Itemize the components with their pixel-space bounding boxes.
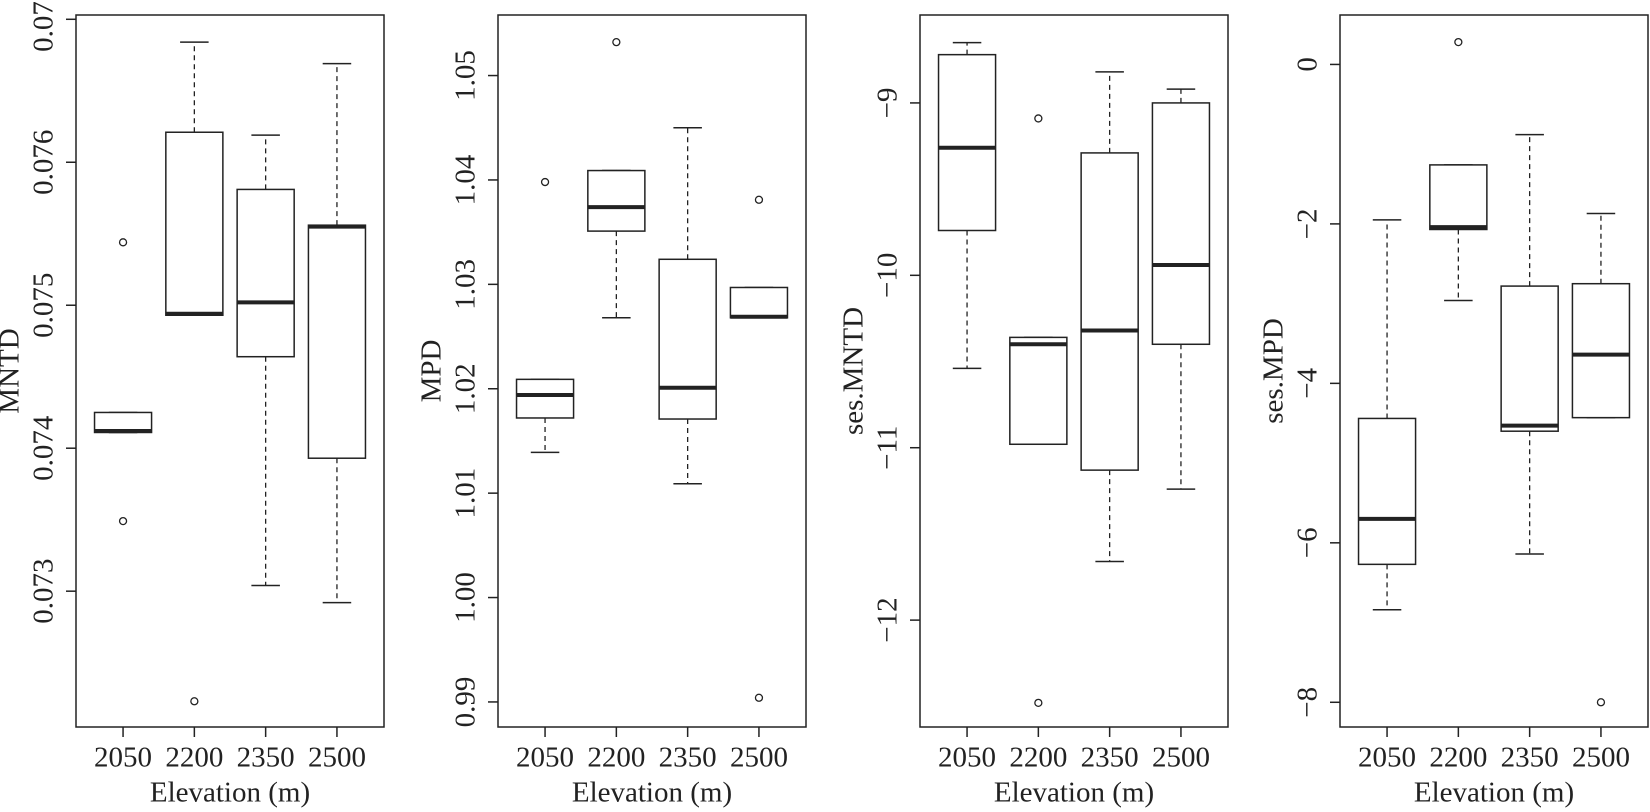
plot-frame — [919, 14, 1229, 728]
plot-frame — [1339, 14, 1649, 728]
x-tick-label: 2050 — [1358, 742, 1416, 774]
x-axis-label: Elevation (m) — [150, 777, 310, 809]
y-tick-label: 1.03 — [450, 259, 482, 310]
y-tick-label: 0.074 — [28, 415, 60, 481]
x-tick-label: 2200 — [1009, 742, 1067, 774]
x-tick-label: 2500 — [730, 742, 788, 774]
y-tick-label: −6 — [1292, 527, 1324, 558]
outlier — [1034, 114, 1043, 123]
y-tick-label: 1.01 — [450, 468, 482, 519]
x-tick-label: 2200 — [587, 742, 645, 774]
outlier — [540, 177, 550, 187]
box — [1500, 285, 1559, 432]
box — [1009, 336, 1068, 446]
box — [658, 258, 717, 420]
y-tick-label: 1.05 — [450, 50, 482, 101]
box — [307, 224, 367, 459]
y-tick-label: 0.077 — [28, 0, 60, 52]
plot-frame — [75, 14, 385, 728]
y-axis-label: ses.MPD — [1258, 318, 1290, 424]
x-tick-label: 2350 — [1081, 742, 1139, 774]
plot-frame — [497, 14, 807, 728]
x-tick-label: 2200 — [165, 742, 223, 774]
x-tick-label: 2050 — [938, 742, 996, 774]
y-tick-label: −10 — [872, 253, 904, 298]
y-tick-label: 0.073 — [28, 559, 60, 624]
x-tick-label: 2500 — [1152, 742, 1210, 774]
box — [587, 169, 646, 232]
outlier — [118, 238, 128, 247]
outlier — [754, 693, 764, 702]
y-tick-label: 1.04 — [450, 154, 482, 205]
x-axis-label: Elevation (m) — [572, 777, 732, 809]
y-tick-label: −11 — [872, 426, 904, 470]
outlier — [118, 516, 128, 526]
y-tick-label: −12 — [872, 597, 904, 642]
x-tick-label: 2050 — [516, 742, 574, 774]
x-tick-label: 2350 — [659, 742, 717, 774]
y-tick-label: 0.075 — [28, 273, 60, 338]
y-tick-label: −9 — [872, 87, 904, 118]
outlier — [1034, 698, 1043, 708]
box — [236, 188, 295, 358]
x-tick-label: 2350 — [1501, 742, 1559, 774]
box — [729, 286, 789, 319]
box — [1429, 164, 1488, 231]
outlier — [1596, 698, 1606, 707]
outlier — [190, 697, 199, 706]
outlier — [1454, 37, 1463, 47]
outlier — [754, 195, 764, 204]
x-axis-label: Elevation (m) — [994, 777, 1154, 809]
x-axis-label: Elevation (m) — [1414, 777, 1574, 809]
y-axis-label: MPD — [416, 340, 448, 403]
x-tick-label: 2500 — [1572, 742, 1630, 774]
box — [1571, 282, 1631, 419]
outlier — [612, 37, 621, 47]
y-tick-label: −4 — [1292, 367, 1324, 398]
box — [165, 131, 224, 316]
y-tick-label: −8 — [1292, 687, 1324, 718]
y-tick-label: 1.00 — [450, 572, 482, 623]
box — [1080, 152, 1139, 471]
x-tick-label: 2350 — [237, 742, 295, 774]
x-tick-label: 2200 — [1429, 742, 1487, 774]
box — [515, 378, 575, 419]
y-tick-label: −2 — [1292, 208, 1324, 239]
box — [937, 53, 997, 232]
box — [1357, 417, 1417, 566]
box — [1151, 102, 1211, 346]
x-tick-label: 2050 — [94, 742, 152, 774]
y-axis-label: ses.MNTD — [838, 307, 870, 435]
y-axis-label: MNTD — [0, 328, 26, 413]
y-tick-label: 0.076 — [28, 130, 60, 195]
y-tick-label: 1.02 — [450, 363, 482, 414]
y-tick-label: 0.99 — [450, 677, 482, 728]
x-tick-label: 2500 — [308, 742, 366, 774]
y-tick-label: 0 — [1292, 57, 1324, 72]
